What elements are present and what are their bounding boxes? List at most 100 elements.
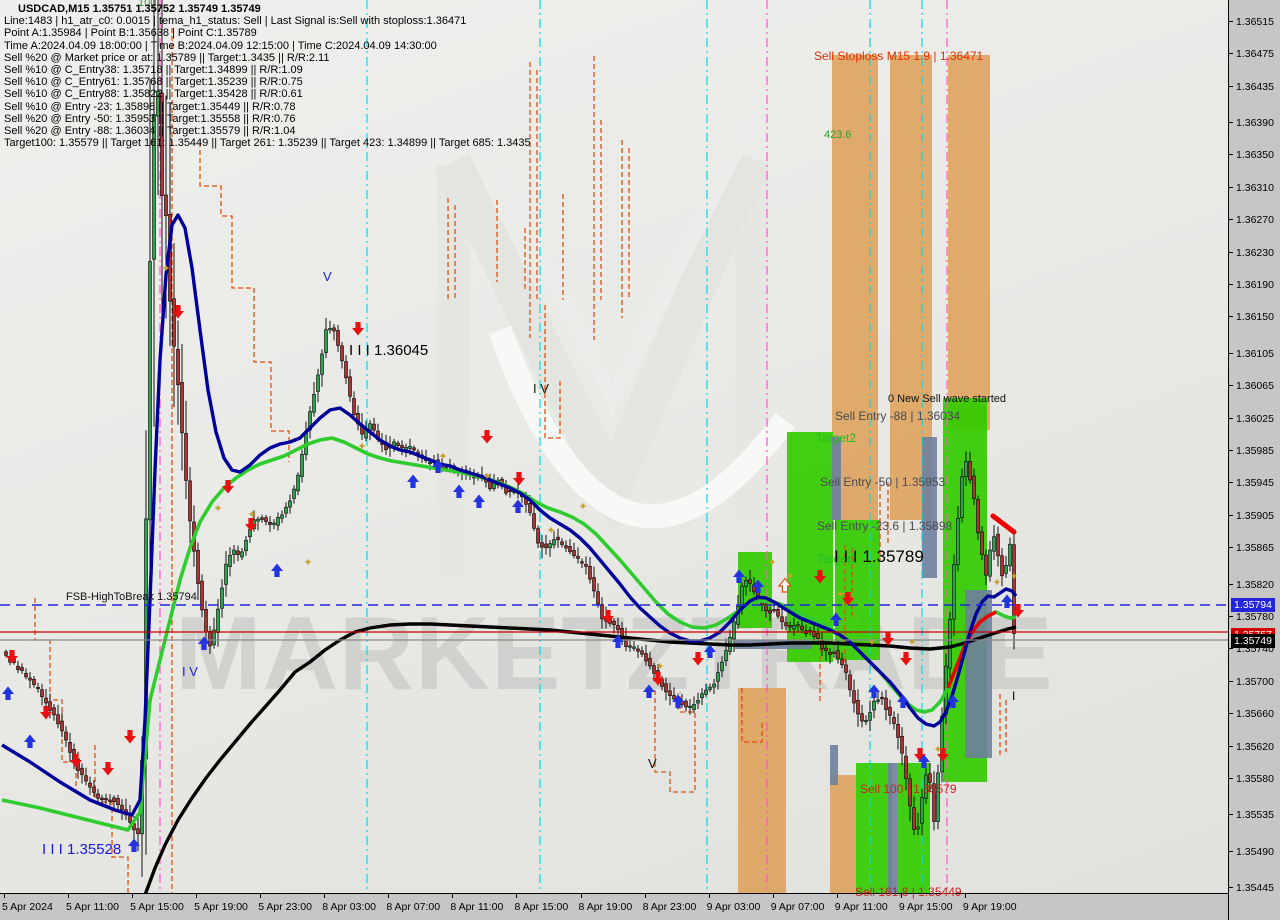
chart-label: 0 New Sell wave started	[888, 393, 1006, 405]
price-tick-mark	[1229, 450, 1233, 451]
candlestick	[328, 328, 332, 331]
resistance-trendline	[990, 513, 1017, 535]
sell-arrow-icon	[481, 430, 493, 444]
sell-arrow-icon	[172, 305, 184, 319]
candlestick	[312, 393, 316, 413]
price-tick-mark	[1229, 252, 1233, 253]
price-chart-canvas[interactable]: ✦ ✦ ✦ ✦ ✦ ✦ ✦ ✦ ✦ ✦ ✦ ✦ ✦ ✦ ✦ ✦ ✦ ✦	[0, 0, 1228, 893]
fractal-star-icon: ✦	[835, 588, 844, 601]
time-tick-label: 5 Apr 11:00	[66, 901, 119, 913]
time-tick-label: 8 Apr 23:00	[642, 901, 697, 913]
chart-label: I I I 1.36045	[349, 342, 429, 359]
candlestick	[412, 447, 416, 451]
sell-arrow-icon	[6, 650, 18, 664]
candlestick	[888, 706, 892, 716]
candlestick	[864, 720, 868, 723]
chart-label: Sell Entry -50 | 1.35953	[820, 475, 946, 489]
price-tick-mark	[1229, 53, 1233, 54]
candlestick	[952, 564, 956, 620]
candlestick	[720, 661, 724, 672]
candlestick	[56, 714, 60, 725]
candlestick	[208, 630, 212, 647]
candlestick	[1008, 543, 1012, 567]
time-tick-label: 5 Apr 19:00	[194, 901, 248, 913]
candlestick	[108, 799, 112, 802]
sell-arrow-icon	[602, 610, 614, 624]
candlestick	[352, 398, 356, 416]
price-axis[interactable]: 1.36515 1.36475 1.36435 1.36390 1.36350 1.363…	[1228, 0, 1280, 920]
candlestick	[104, 798, 108, 801]
price-tick-mark	[1229, 418, 1233, 419]
price-tick-mark	[1229, 284, 1233, 285]
candlestick	[552, 539, 556, 546]
fractal-star-icon: ✦	[161, 262, 170, 275]
demand-zone	[856, 763, 892, 893]
price-tick-label: 1.35580	[1236, 773, 1274, 785]
time-tick-mark	[260, 894, 262, 898]
time-tick-mark	[772, 894, 774, 898]
candlestick	[840, 658, 844, 666]
price-tick-mark	[1229, 385, 1233, 386]
candlestick	[292, 488, 296, 499]
candlestick	[880, 697, 884, 700]
candlestick	[672, 695, 676, 700]
candlestick	[652, 665, 656, 674]
buy-arrow-icon	[868, 684, 880, 698]
candlestick	[876, 699, 880, 702]
candlestick	[260, 517, 264, 520]
sell-entry-88-line: Sell %20 @ Entry -88: 1.36034 || Target:…	[4, 125, 296, 138]
candlestick	[276, 516, 280, 526]
candlestick	[68, 742, 72, 753]
price-tick-label: 1.36350	[1236, 149, 1274, 161]
price-tick-label: 1.35660	[1236, 708, 1274, 720]
candlestick	[236, 550, 240, 555]
chart-label: 100	[138, 0, 157, 9]
price-tick-mark	[1229, 681, 1233, 682]
price-tick-label: 1.35945	[1236, 477, 1274, 489]
candlestick	[584, 563, 588, 567]
candlestick	[588, 565, 592, 580]
price-tick-mark	[1229, 648, 1233, 649]
time-axis[interactable]: 5 Apr 2024 5 Apr 11:00 5 Apr 15:00 5 Apr 19…	[0, 893, 1228, 920]
candlestick	[540, 542, 544, 548]
candlestick	[284, 506, 288, 514]
candlestick	[932, 783, 936, 822]
price-badge: 1.35749	[1231, 634, 1275, 648]
fractal-star-icon: ✦	[1009, 570, 1018, 583]
chart-label: FSB-HighToBreak 1.35794	[66, 591, 197, 603]
time-tick-label: 5 Apr 2024	[2, 901, 53, 913]
sell-entry-23-line: Sell %10 @ Entry -23: 1.35898 || Target:…	[4, 100, 296, 113]
sell-arrow-icon	[842, 592, 854, 606]
buy-arrow-icon	[612, 634, 624, 648]
candlestick	[80, 767, 84, 775]
candlestick	[868, 712, 872, 721]
price-tick-mark	[1229, 21, 1233, 22]
candlestick	[408, 446, 412, 449]
buy-arrow-icon	[407, 474, 419, 488]
candlestick	[280, 514, 284, 519]
chart-label: Sell Entry -88 | 1.36034	[835, 409, 961, 423]
candlestick	[704, 689, 708, 695]
fractal-star-icon: ✦	[438, 450, 447, 463]
candlestick	[788, 625, 792, 628]
candlestick	[684, 700, 688, 708]
candlestick	[544, 543, 548, 549]
candlestick	[1012, 544, 1016, 634]
buy-arrow-icon	[512, 499, 524, 513]
candlestick	[800, 625, 804, 630]
price-tick-label: 1.35985	[1236, 445, 1274, 457]
candlestick	[924, 774, 928, 799]
sell-arrow-icon	[692, 652, 704, 666]
candlestick	[956, 517, 960, 566]
candlestick	[88, 782, 92, 788]
sell-entry88-line: Sell %10 @ C_Entry88: 1.35822 || Target:…	[4, 88, 303, 101]
price-tick-mark	[1229, 547, 1233, 548]
candlestick	[152, 114, 156, 260]
time-tick-mark	[900, 894, 902, 898]
candlestick	[832, 651, 836, 654]
fractal-star-icon: ✦	[578, 500, 587, 513]
candlestick	[116, 798, 120, 805]
time-tick-label: 9 Apr 15:00	[898, 901, 953, 913]
time-tick-label: 5 Apr 23:00	[258, 901, 312, 913]
